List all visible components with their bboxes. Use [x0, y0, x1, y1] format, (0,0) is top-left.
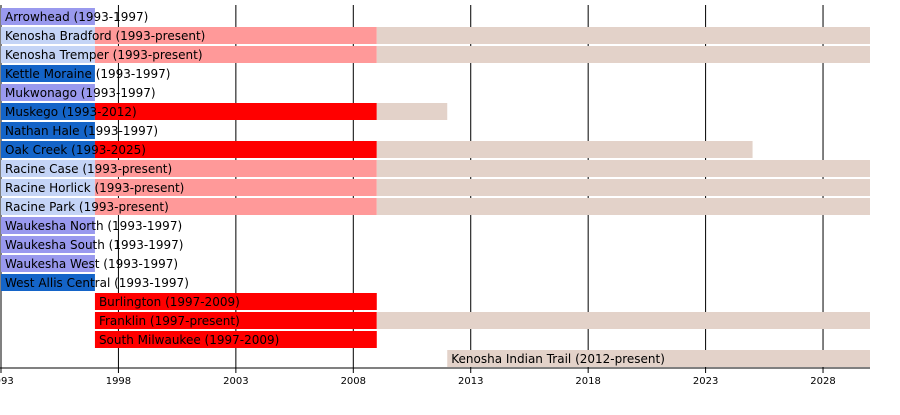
- segment: [1, 160, 95, 177]
- segment: [94, 331, 377, 348]
- segment: [94, 312, 377, 329]
- row-label: Oak Creek (1993-2025): [5, 143, 146, 157]
- segment: [94, 103, 377, 120]
- segment: [1, 179, 95, 196]
- row-label: West Allis Central (1993-1997): [5, 276, 189, 290]
- segment: [376, 179, 870, 196]
- row-label: Franklin (1997-present): [99, 314, 240, 328]
- row-label: Waukesha South (1993-1997): [5, 238, 183, 252]
- row-label: Kenosha Tremper (1993-present): [5, 48, 203, 62]
- segment: [94, 293, 377, 310]
- row-label: Racine Horlick (1993-present): [5, 181, 184, 195]
- segment: [376, 312, 870, 329]
- segment: [1, 255, 95, 272]
- row-label: Kettle Moraine (1993-1997): [5, 67, 171, 81]
- row-label: Muskego (1993-2012): [5, 105, 137, 119]
- segment: [94, 179, 377, 196]
- row-label: Kenosha Bradford (1993-present): [5, 29, 205, 43]
- row-label: Waukesha West (1993-1997): [5, 257, 178, 271]
- x-tick-label: 2013: [458, 376, 483, 387]
- x-tick-label: 2023: [693, 376, 718, 387]
- row-label: Burlington (1997-2009): [99, 295, 240, 309]
- segment: [1, 84, 95, 101]
- segment: [376, 103, 448, 120]
- segment: [94, 46, 377, 63]
- row-label: Waukesha North (1993-1997): [5, 219, 182, 233]
- row-label: South Milwaukee (1997-2009): [99, 333, 279, 347]
- segment: [376, 141, 753, 158]
- segment: [1, 103, 95, 120]
- segment: [376, 198, 870, 215]
- axis: 1993 1998 2003 2008 2013 2018 2023 2028: [0, 367, 870, 387]
- segment: [376, 160, 870, 177]
- x-tick-label: 2018: [575, 376, 600, 387]
- bars: [1, 8, 870, 367]
- segment: [94, 198, 377, 215]
- segment: [1, 122, 95, 139]
- segment: [376, 27, 870, 44]
- labels: Arrowhead (1993-1997) Kenosha Bradford (1…: [5, 10, 665, 366]
- segment: [1, 217, 95, 234]
- segment: [1, 46, 95, 63]
- x-tick-label: 2008: [341, 376, 366, 387]
- row-label: Racine Park (1993-present): [5, 200, 169, 214]
- row-label: Kenosha Indian Trail (2012-present): [451, 352, 665, 366]
- segment: [1, 65, 95, 82]
- segment: [1, 274, 95, 291]
- x-tick-label: 2003: [223, 376, 248, 387]
- segment: [376, 46, 870, 63]
- segment: [1, 198, 95, 215]
- segment: [94, 141, 377, 158]
- segment: [1, 236, 95, 253]
- segment: [1, 27, 95, 44]
- x-tick-label: 1998: [106, 376, 131, 387]
- x-tick-label: 2028: [810, 376, 835, 387]
- row-label: Racine Case (1993-present): [5, 162, 172, 176]
- x-tick-label: 1993: [0, 376, 14, 387]
- segment: [1, 8, 95, 25]
- segment: [447, 350, 870, 367]
- segment: [94, 27, 377, 44]
- segment: [1, 141, 95, 158]
- row-label: Mukwonago (1993-1997): [5, 86, 156, 100]
- row-label: Arrowhead (1993-1997): [5, 10, 148, 24]
- segment: [94, 160, 377, 177]
- row-label: Nathan Hale (1993-1997): [5, 124, 158, 138]
